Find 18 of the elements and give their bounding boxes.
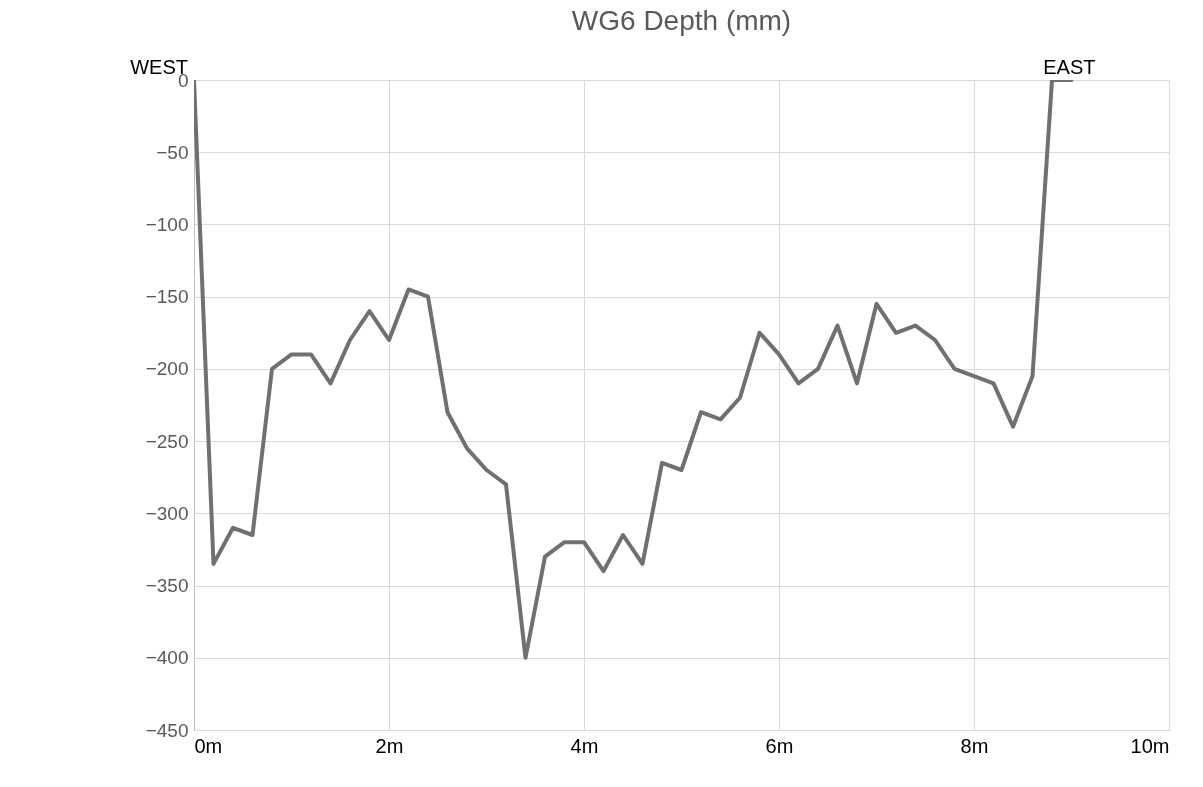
y-tick-label: −450 xyxy=(145,719,189,741)
y-tick-label: −300 xyxy=(145,502,189,524)
y-tick-label: −100 xyxy=(145,213,189,235)
x-tick-label: 6m xyxy=(765,734,794,757)
y-tick-label: −350 xyxy=(145,575,189,597)
x-tick-label: 10m xyxy=(1130,734,1170,757)
y-tick-label: −200 xyxy=(145,358,189,380)
y-tick-label: −50 xyxy=(156,141,189,163)
y-tick-label: −150 xyxy=(145,286,189,308)
line-series xyxy=(194,80,1074,660)
x-tick-label: 0m xyxy=(194,734,223,757)
x-tick-label: 8m xyxy=(960,734,989,757)
y-tick-label: −250 xyxy=(145,430,189,452)
y-tick-label: −400 xyxy=(145,647,189,669)
x-tick-label: 4m xyxy=(570,734,599,757)
chart-title: WG6 Depth (mm) xyxy=(571,5,792,36)
x-tick-label: 2m xyxy=(375,734,404,757)
text: EAST xyxy=(1043,56,1096,78)
